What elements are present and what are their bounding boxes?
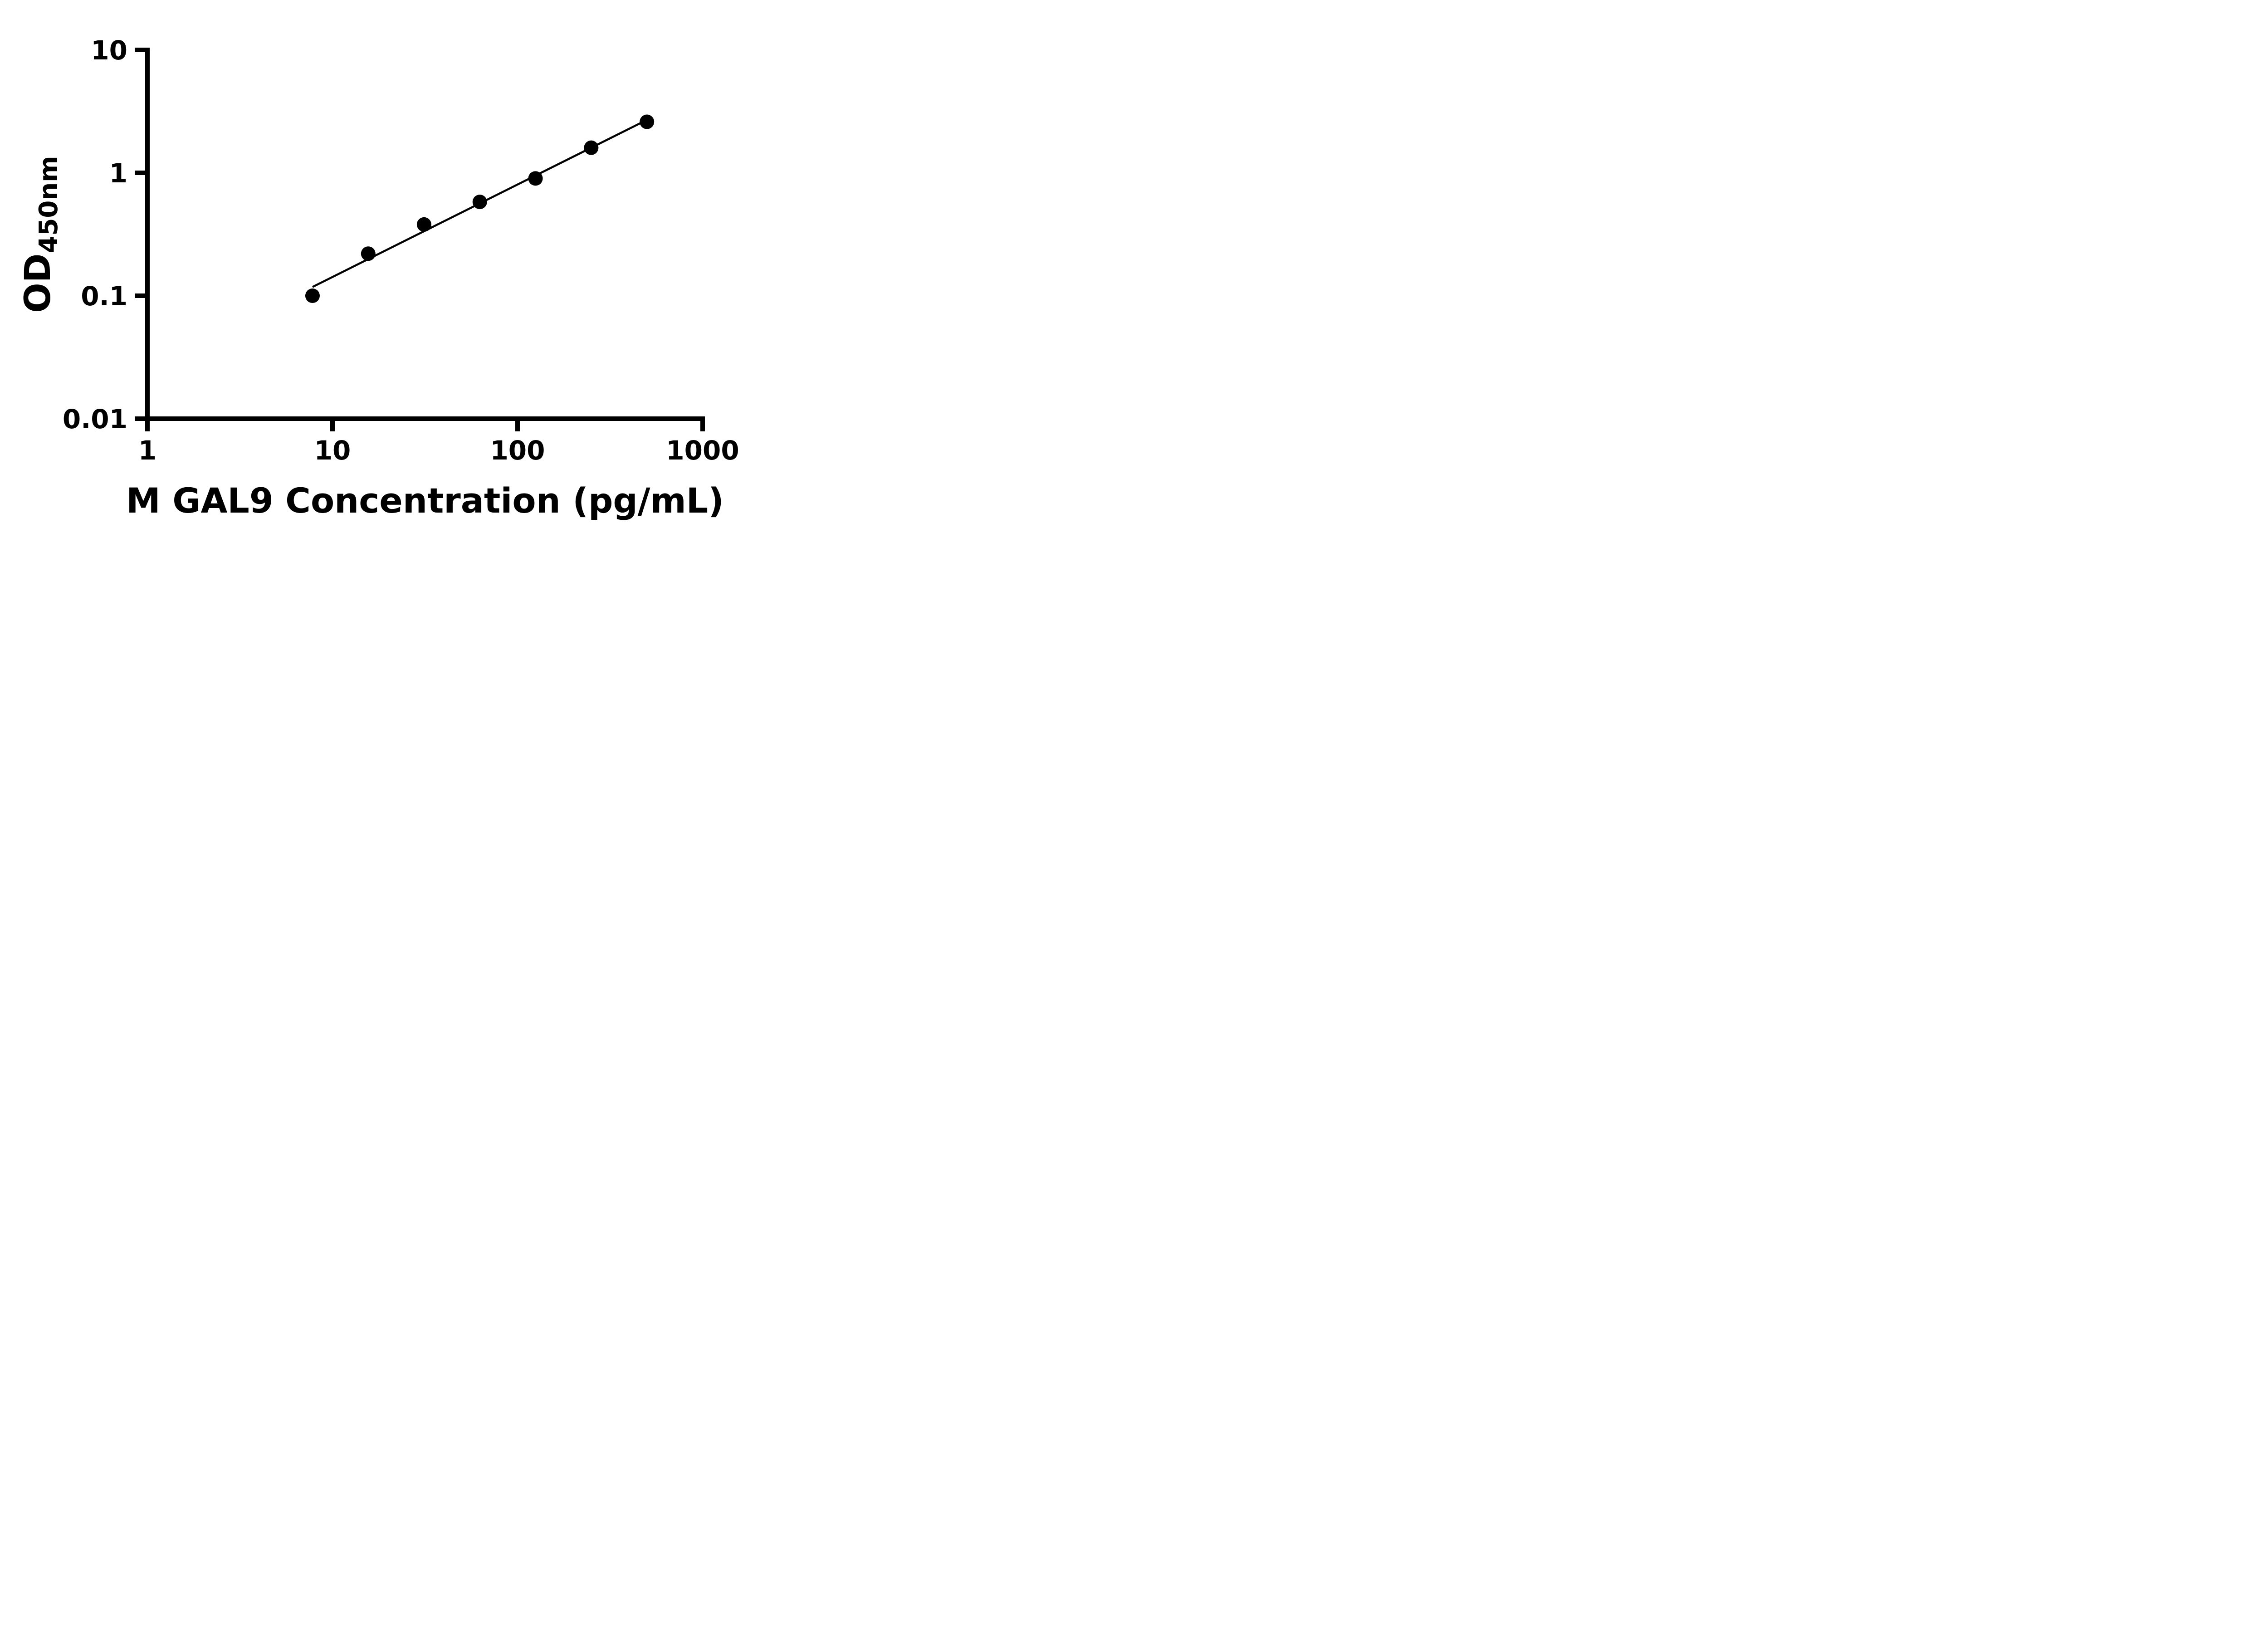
data-point: [584, 140, 599, 155]
data-point: [361, 246, 376, 261]
y-tick-label: 0.1: [81, 281, 127, 312]
x-tick-label: 10: [314, 435, 351, 466]
data-point: [640, 114, 655, 129]
data-point: [416, 217, 431, 232]
standard-curve-figure: 10 1 0.1 0.01 1 10 100 1000 M GAL9 Concentration…: [0, 0, 776, 544]
x-tick-label: 100: [490, 435, 545, 466]
x-axis-title: M GAL9 Concentration (pg/mL): [126, 480, 724, 521]
standard-curve-chart: 10 1 0.1 0.01 1 10 100 1000 M GAL9 Concentration…: [18, 35, 739, 521]
x-tick-label: 1000: [666, 435, 739, 466]
data-point: [305, 288, 320, 303]
data-point: [472, 195, 487, 210]
y-tick-label: 0.01: [63, 404, 127, 435]
data-point: [528, 171, 543, 186]
y-tick-label: 10: [91, 35, 127, 66]
y-axis-title: OD450nm: [18, 156, 64, 313]
axes-spine: [145, 48, 705, 421]
y-tick-label: 1: [109, 158, 127, 189]
x-tick-label: 1: [138, 435, 156, 466]
